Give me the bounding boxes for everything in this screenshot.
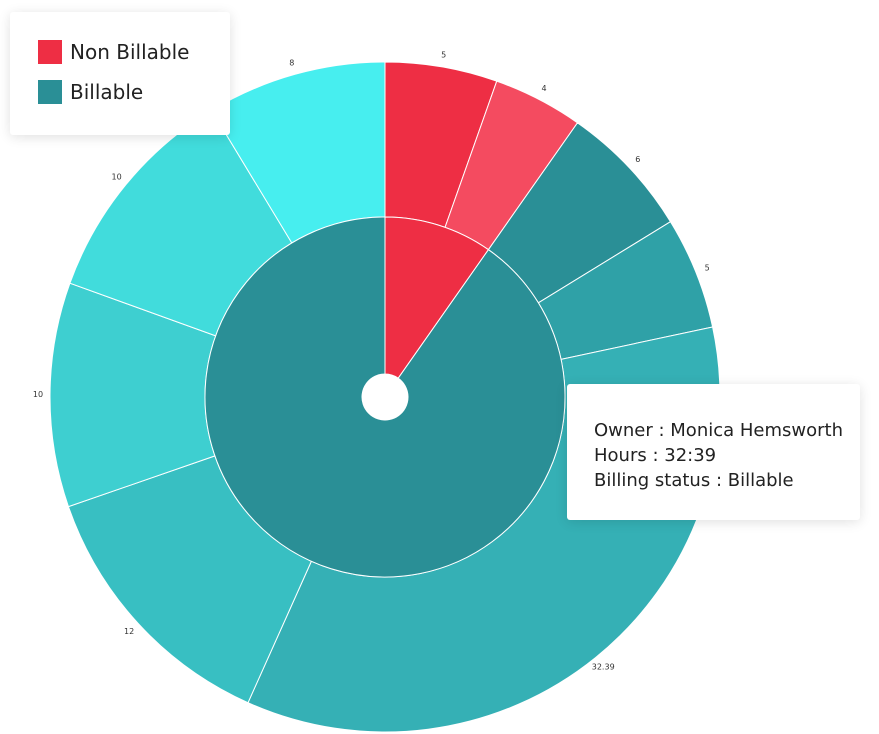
inner-segment <box>384 216 490 379</box>
tooltip: Owner : Monica Hemsworth Hours : 32:39 Bil… <box>567 384 860 520</box>
inner-segment <box>204 216 566 578</box>
legend-swatch <box>38 80 62 104</box>
tooltip-line: Billing status : Billable <box>594 470 794 491</box>
legend-swatch <box>38 40 62 64</box>
data-label: 5 <box>705 264 710 273</box>
legend-item: Non Billable <box>38 40 189 64</box>
data-label: 4 <box>541 84 546 93</box>
data-label: 5 <box>441 51 446 60</box>
legend-item: Billable <box>38 80 143 104</box>
legend-label: Billable <box>70 80 144 104</box>
tooltip-line: Hours : 32:39 <box>594 445 717 466</box>
data-label: 8 <box>289 58 294 67</box>
tooltip-line: Owner : Monica Hemsworth <box>594 420 844 441</box>
data-label: 10 <box>112 173 122 182</box>
legend: Non Billable Billable <box>10 12 230 135</box>
data-label: 12 <box>124 627 134 636</box>
legend-label: Non Billable <box>70 40 190 64</box>
data-label: 32.39 <box>592 662 615 671</box>
data-label: 6 <box>635 155 640 164</box>
data-label: 10 <box>33 390 43 399</box>
